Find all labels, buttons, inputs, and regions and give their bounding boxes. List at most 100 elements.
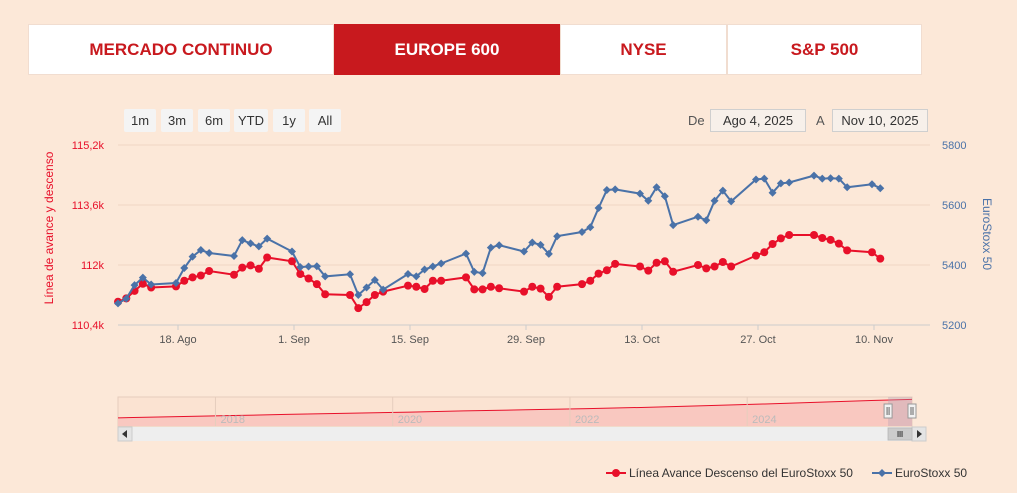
blue-series-point[interactable] (138, 273, 147, 282)
blue-series-point[interactable] (876, 184, 885, 193)
red-series-point[interactable] (437, 276, 446, 285)
blue-series-point[interactable] (312, 262, 321, 271)
red-series-point[interactable] (528, 282, 537, 291)
red-series-point[interactable] (196, 271, 205, 280)
blue-series-point[interactable] (246, 239, 255, 248)
red-series-point[interactable] (296, 270, 305, 278)
blue-series-point[interactable] (470, 267, 479, 276)
blue-series-point[interactable] (420, 265, 429, 274)
red-series-point[interactable] (428, 276, 437, 285)
blue-series-point[interactable] (528, 238, 537, 247)
red-series-point[interactable] (752, 251, 760, 260)
red-series-point[interactable] (636, 262, 644, 271)
red-series-point[interactable] (710, 262, 719, 271)
range-button-1y[interactable]: 1y (273, 109, 305, 132)
scrollbar-track[interactable] (118, 427, 926, 441)
red-series-point[interactable] (669, 267, 678, 276)
red-series-point[interactable] (727, 262, 736, 271)
legend-item-blue[interactable]: EuroStoxx 50 (872, 466, 967, 480)
blue-series-point[interactable] (611, 185, 620, 194)
blue-series-point[interactable] (785, 178, 794, 187)
date-to-input[interactable]: Nov 10, 2025 (832, 109, 928, 132)
red-series-point[interactable] (652, 258, 661, 267)
blue-series-point[interactable] (437, 259, 446, 268)
red-series-point[interactable] (594, 269, 603, 278)
red-series-point[interactable] (843, 246, 852, 255)
red-series-point[interactable] (495, 284, 504, 293)
red-series-point[interactable] (404, 281, 412, 290)
blue-series-point[interactable] (362, 283, 371, 292)
red-series-point[interactable] (254, 264, 263, 273)
red-series-point[interactable] (520, 287, 528, 296)
blue-series-point[interactable] (768, 188, 777, 197)
red-series-point[interactable] (611, 259, 620, 268)
blue-series-point[interactable] (727, 197, 736, 206)
blue-series-point[interactable] (826, 174, 835, 183)
red-series-point[interactable] (760, 248, 769, 257)
red-series-point[interactable] (138, 279, 147, 288)
red-series-point[interactable] (304, 274, 313, 283)
blue-series-point[interactable] (553, 232, 562, 241)
red-series-point[interactable] (578, 280, 586, 289)
red-series-point[interactable] (826, 235, 835, 244)
tab-europe-600[interactable]: EUROPE 600 (334, 24, 560, 75)
red-series-point[interactable] (876, 254, 885, 263)
red-series-point[interactable] (230, 270, 238, 279)
blue-series-point[interactable] (404, 270, 412, 278)
tab-mercado-continuo[interactable]: MERCADO CONTINUO (28, 24, 334, 75)
blue-series-point[interactable] (752, 175, 760, 184)
blue-series-point[interactable] (428, 262, 437, 271)
blue-series-point[interactable] (346, 270, 354, 279)
blue-series-point[interactable] (196, 246, 205, 254)
blue-series-point[interactable] (843, 183, 852, 192)
red-series-point[interactable] (246, 261, 255, 270)
red-series-point[interactable] (412, 282, 421, 291)
red-series-point[interactable] (188, 273, 197, 282)
red-series-point[interactable] (362, 298, 371, 307)
red-series-point[interactable] (660, 257, 669, 266)
blue-series-point[interactable] (478, 269, 487, 278)
scrollbar-right-arrow-icon[interactable] (911, 426, 927, 442)
blue-series-point[interactable] (147, 280, 156, 289)
blue-series-point[interactable] (660, 192, 669, 201)
red-series-point[interactable] (702, 264, 711, 273)
red-series-point[interactable] (810, 231, 818, 239)
red-series-point[interactable] (694, 261, 702, 269)
red-series-point[interactable] (586, 276, 595, 285)
blue-series-point[interactable] (288, 247, 296, 256)
red-series-point[interactable] (602, 266, 611, 275)
blue-series-point[interactable] (230, 252, 238, 260)
red-series-point[interactable] (644, 266, 653, 275)
red-series-point[interactable] (420, 285, 429, 293)
scrollbar-left-arrow-icon[interactable] (117, 426, 133, 442)
blue-series-point[interactable] (818, 174, 827, 183)
blue-series-point[interactable] (321, 272, 330, 281)
blue-series-point[interactable] (760, 174, 769, 183)
red-series-point[interactable] (180, 276, 189, 285)
blue-series-point[interactable] (130, 281, 139, 290)
range-button-1m[interactable]: 1m (124, 109, 156, 132)
legend-item-red[interactable]: Línea Avance Descenso del EuroStoxx 50 (606, 466, 853, 480)
red-series-point[interactable] (288, 257, 296, 266)
blue-series-point[interactable] (594, 204, 603, 212)
blue-series-point[interactable] (536, 240, 545, 249)
red-series-point[interactable] (868, 248, 876, 257)
blue-series-point[interactable] (180, 264, 189, 272)
red-series-point[interactable] (536, 284, 545, 293)
red-series-point[interactable] (312, 280, 321, 289)
date-from-input[interactable]: Ago 4, 2025 (710, 109, 806, 132)
red-series-point[interactable] (785, 231, 794, 239)
blue-series-point[interactable] (702, 216, 711, 225)
blue-series-point[interactable] (586, 223, 595, 232)
red-series-point[interactable] (370, 291, 379, 299)
blue-series-point[interactable] (238, 236, 247, 245)
red-series-point[interactable] (263, 253, 272, 262)
red-series-point[interactable] (768, 240, 777, 248)
red-series-point[interactable] (346, 291, 354, 299)
red-series-point[interactable] (834, 239, 843, 248)
blue-series-point[interactable] (776, 179, 785, 188)
blue-series-point[interactable] (810, 171, 818, 180)
range-button-all[interactable]: All (309, 109, 341, 132)
blue-series-point[interactable] (304, 262, 313, 271)
navigator-selection[interactable] (888, 397, 912, 426)
